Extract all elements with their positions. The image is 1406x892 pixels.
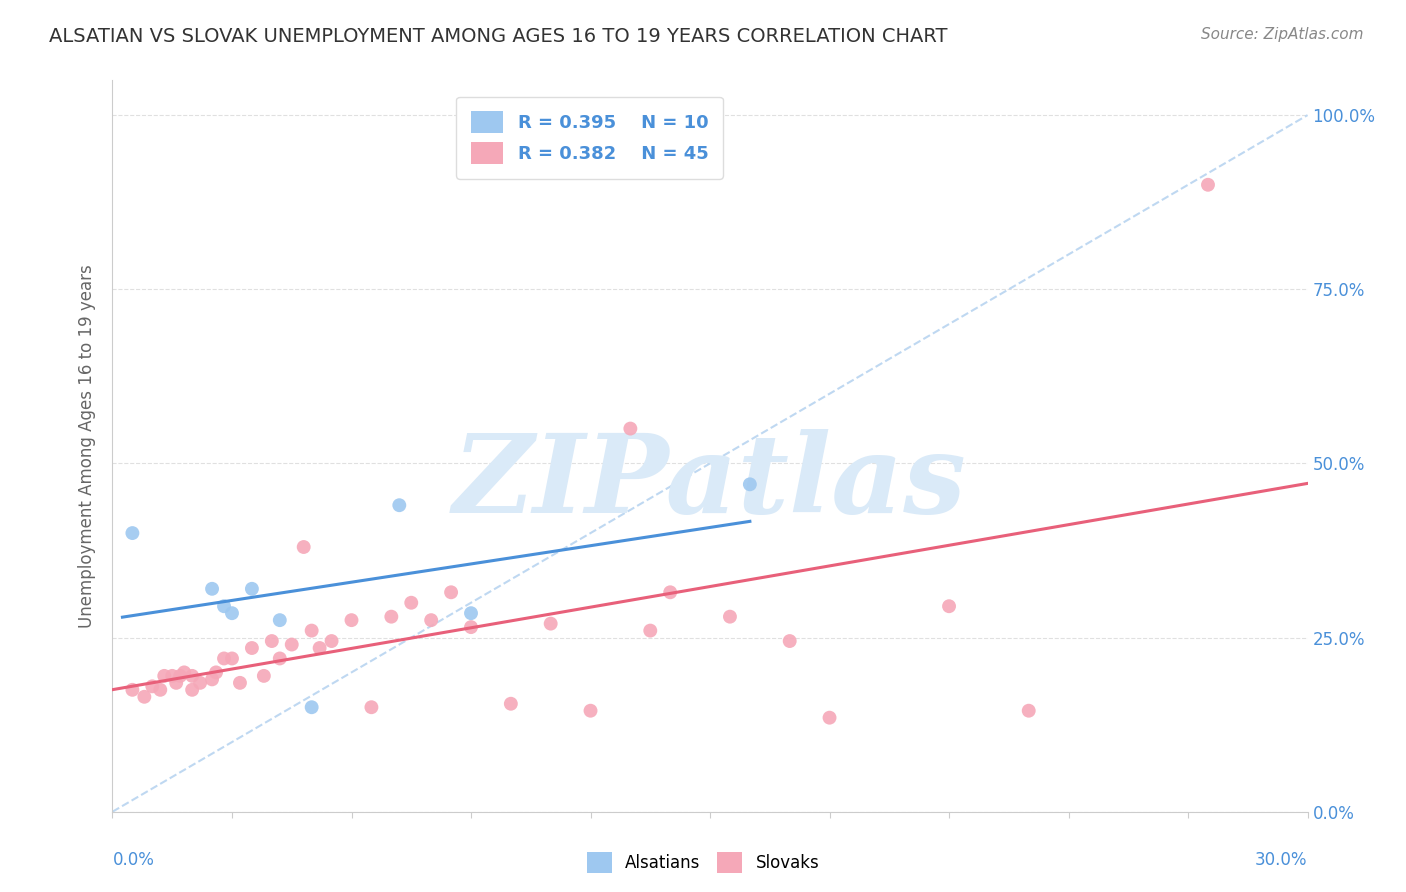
Point [269,613,291,627]
Point [153,669,176,683]
Point [340,613,363,627]
Point [579,704,602,718]
Point [212,599,235,614]
Point [460,620,482,634]
Point [1197,178,1219,192]
Legend: R = 0.395    N = 10, R = 0.382    N = 45: R = 0.395 N = 10, R = 0.382 N = 45 [456,96,723,178]
Point [269,651,291,665]
Point [121,682,143,697]
Point [388,498,411,512]
Point [301,624,323,638]
Point [718,609,741,624]
Point [181,669,204,683]
Point [253,669,276,683]
Point [779,634,801,648]
Point [201,673,224,687]
Y-axis label: Unemployment Among Ages 16 to 19 years: Unemployment Among Ages 16 to 19 years [77,264,96,628]
Point [212,651,235,665]
Point [205,665,228,680]
Text: ZIPatlas: ZIPatlas [453,429,967,536]
Text: ALSATIAN VS SLOVAK UNEMPLOYMENT AMONG AGES 16 TO 19 YEARS CORRELATION CHART: ALSATIAN VS SLOVAK UNEMPLOYMENT AMONG AG… [49,27,948,45]
Point [308,640,330,655]
Point [360,700,382,714]
Point [201,582,224,596]
Point [938,599,960,614]
Point [440,585,463,599]
Point [292,540,315,554]
Point [165,676,187,690]
Point [380,609,402,624]
Point [221,606,243,620]
Point [640,624,662,638]
Point [281,638,304,652]
Point [229,676,252,690]
Point [499,697,522,711]
Point [401,596,423,610]
Point [659,585,682,599]
Point [1018,704,1040,718]
Point [301,700,323,714]
Point [260,634,283,648]
Text: 30.0%: 30.0% [1256,851,1308,869]
Point [738,477,761,491]
Point [169,669,191,683]
Point [134,690,156,704]
Text: Source: ZipAtlas.com: Source: ZipAtlas.com [1201,27,1364,42]
Point [460,606,482,620]
Point [221,651,243,665]
Point [181,682,204,697]
Point [321,634,343,648]
Point [619,421,641,435]
Point [818,711,841,725]
Point [121,526,143,541]
Point [188,676,211,690]
Point [420,613,443,627]
Point [240,582,263,596]
Text: 0.0%: 0.0% [112,851,155,869]
Point [162,669,183,683]
Legend: Alsatians, Slovaks: Alsatians, Slovaks [581,846,825,880]
Point [141,679,163,693]
Point [240,640,263,655]
Point [540,616,562,631]
Point [149,682,172,697]
Point [173,665,195,680]
